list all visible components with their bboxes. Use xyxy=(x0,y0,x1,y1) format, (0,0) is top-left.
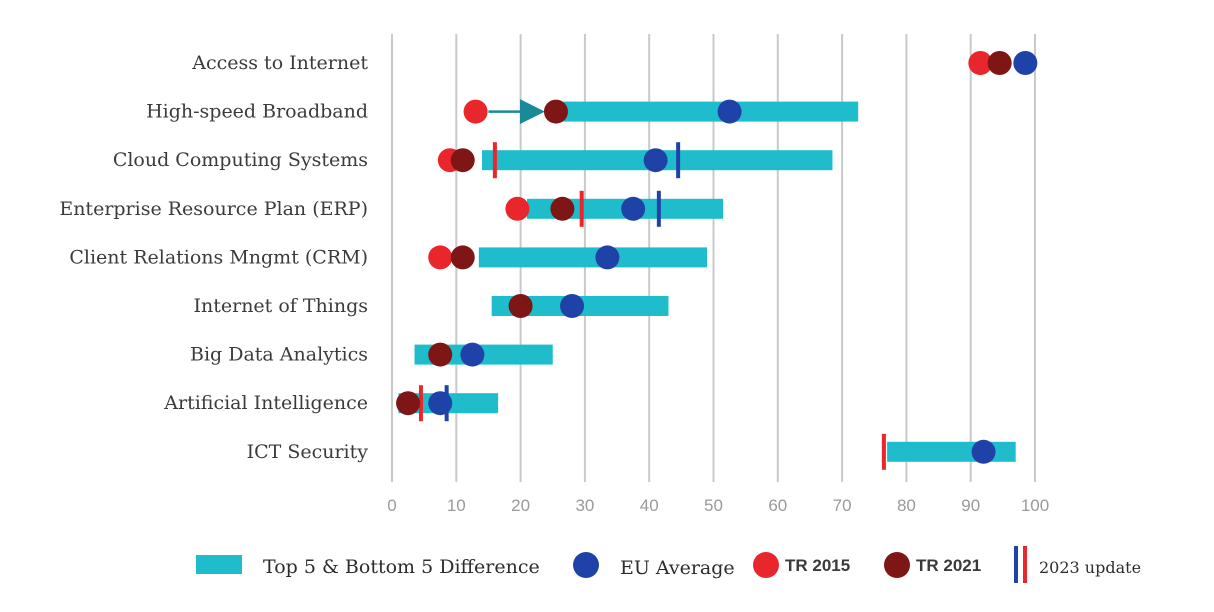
x-tick-label-70: 70 xyxy=(833,496,852,515)
update-2023-eu-tick-cloud-computing-systems xyxy=(676,142,681,179)
legend-update-eu-tick xyxy=(1014,546,1018,583)
range-bar-ict-security xyxy=(887,441,1016,462)
legend-update-tr-tick xyxy=(1023,546,1027,583)
tr2015-dot-enterprise-resource-plan-erp xyxy=(505,196,530,221)
tr2021-dot-cloud-computing-systems xyxy=(450,148,475,173)
x-tick-label-0: 0 xyxy=(387,496,396,515)
marker-layer xyxy=(396,51,1038,470)
eu-average-dot-enterprise-resource-plan-erp xyxy=(621,196,646,221)
category-label-enterprise-resource-plan-erp: Enterprise Resource Plan (ERP) xyxy=(59,198,368,220)
tr2021-dot-high-speed-broadband xyxy=(543,99,568,124)
category-label-access-to-internet: Access to Internet xyxy=(191,52,368,74)
legend-update-label: 2023 update xyxy=(1039,558,1141,577)
update-2023-tr-tick-ict-security xyxy=(881,433,886,470)
category-label-big-data-analytics: Big Data Analytics xyxy=(190,344,368,366)
eu-average-dot-client-relations-mngmt-crm xyxy=(595,245,620,270)
x-tick-label-90: 90 xyxy=(961,496,980,515)
x-tick-label-80: 80 xyxy=(897,496,916,515)
tr2021-dot-artificial-intelligence xyxy=(396,391,421,416)
update-2023-eu-tick-enterprise-resource-plan-erp xyxy=(656,190,661,227)
legend-tr2015-marker xyxy=(753,552,779,578)
legend-range-swatch xyxy=(196,555,242,574)
eu-average-dot-high-speed-broadband xyxy=(717,99,742,124)
category-label-internet-of-things: Internet of Things xyxy=(193,295,368,317)
legend-tr2021-label: TR 2021 xyxy=(916,556,981,575)
tr2015-dot-access-to-internet xyxy=(968,51,993,75)
x-tick-label-100: 100 xyxy=(1021,496,1049,515)
update-2023-tr-tick-cloud-computing-systems xyxy=(492,142,497,179)
x-tick-label-50: 50 xyxy=(704,496,723,515)
eu-average-dot-cloud-computing-systems xyxy=(643,148,668,173)
category-label-artificial-intelligence: Artificial Intelligence xyxy=(163,392,368,414)
legend-eu-marker xyxy=(573,552,599,578)
category-label-ict-security: ICT Security xyxy=(247,441,369,463)
eu-average-dot-access-to-internet xyxy=(1013,51,1038,75)
update-2023-tr-tick-artificial-intelligence xyxy=(418,385,423,422)
eu-average-dot-ict-security xyxy=(971,439,996,464)
tr2021-dot-enterprise-resource-plan-erp xyxy=(550,196,575,221)
tr2015-dot-client-relations-mngmt-crm xyxy=(428,245,453,270)
tr2015-dot-high-speed-broadband xyxy=(463,99,488,124)
range-bar-high-speed-broadband xyxy=(559,101,859,122)
category-label-high-speed-broadband: High-speed Broadband xyxy=(146,101,368,123)
category-label-cloud-computing-systems: Cloud Computing Systems xyxy=(113,149,368,171)
update-2023-tr-tick-enterprise-resource-plan-erp xyxy=(579,190,584,227)
tr2021-dot-internet-of-things xyxy=(508,294,533,318)
tr2021-dot-access-to-internet xyxy=(987,51,1012,75)
eu-average-dot-internet-of-things xyxy=(560,294,585,318)
legend-eu-label: EU Average xyxy=(620,557,735,579)
legend: Top 5 & Bottom 5 Difference EU Average T… xyxy=(196,546,1141,583)
x-tick-label-10: 10 xyxy=(447,496,466,515)
legend-range-label: Top 5 & Bottom 5 Difference xyxy=(263,556,540,578)
label-layer: 0 10 20 30 40 50 60 70 80 90 100 Access to Internet… xyxy=(59,52,1049,515)
eu-average-dot-artificial-intelligence xyxy=(428,391,453,416)
tr2021-dot-big-data-analytics xyxy=(428,342,453,367)
legend-tr2021-marker xyxy=(884,552,910,578)
range-bar-client-relations-mngmt-crm xyxy=(478,247,708,268)
x-tick-label-40: 40 xyxy=(640,496,659,515)
category-label-client-relations-mngmt-crm: Client Relations Mngmt (CRM) xyxy=(69,246,368,268)
legend-tr2015-label: TR 2015 xyxy=(785,556,850,575)
tr2021-dot-client-relations-mngmt-crm xyxy=(450,245,475,270)
x-tick-label-60: 60 xyxy=(768,496,787,515)
x-tick-label-20: 20 xyxy=(511,496,530,515)
x-tick-label-30: 30 xyxy=(575,496,594,515)
range-layer xyxy=(398,101,1016,462)
eu-average-dot-big-data-analytics xyxy=(460,342,485,367)
